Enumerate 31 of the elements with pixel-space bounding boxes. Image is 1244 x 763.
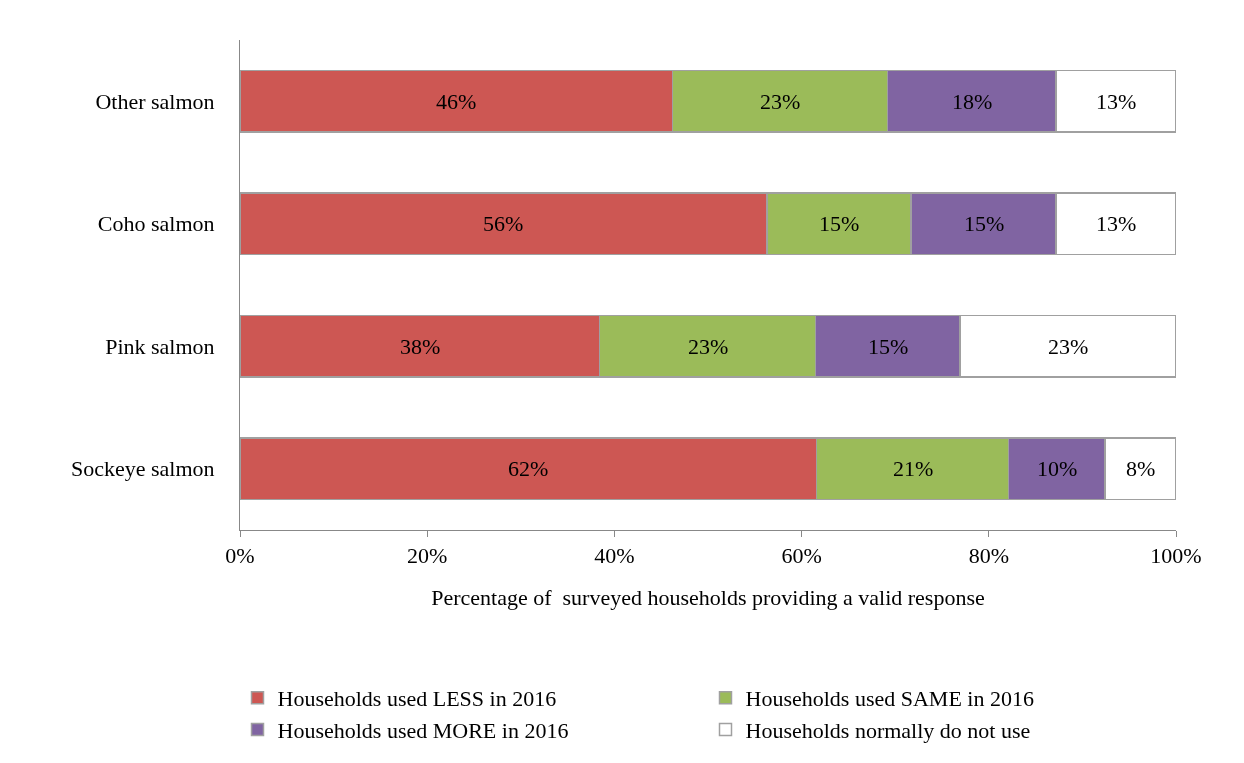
data-label: 62% <box>508 456 549 481</box>
x-tick-label: 100% <box>1150 543 1202 569</box>
y-tick-label: Sockeye salmon <box>71 456 215 482</box>
data-label: 23% <box>1048 334 1089 359</box>
x-axis-title: Percentage of surveyed households providing a valid response <box>431 585 985 611</box>
data-label: 23% <box>760 89 801 114</box>
data-label: 46% <box>436 89 477 114</box>
data-label: 38% <box>400 334 441 359</box>
data-label: 15% <box>868 334 909 359</box>
data-label: 15% <box>819 211 860 236</box>
data-label: 8% <box>1126 456 1156 481</box>
data-label: 21% <box>893 456 934 481</box>
data-label: 13% <box>1096 89 1137 114</box>
legend-label: Households used MORE in 2016 <box>277 717 569 743</box>
legend-label: Households normally do not use <box>745 717 1031 743</box>
data-label: 10% <box>1037 456 1078 481</box>
x-tick-label: 60% <box>781 543 822 569</box>
data-label: 13% <box>1096 211 1137 236</box>
y-tick-label: Other salmon <box>95 88 215 114</box>
legend-label: Households used LESS in 2016 <box>277 686 557 712</box>
x-tick-label: 0% <box>225 543 255 569</box>
y-tick-label: Pink salmon <box>105 333 215 359</box>
data-label: 15% <box>964 211 1005 236</box>
data-label: 18% <box>952 89 993 114</box>
x-tick-label: 80% <box>968 543 1009 569</box>
data-label: 56% <box>483 211 524 236</box>
data-label: 23% <box>688 334 729 359</box>
legend-label: Households used SAME in 2016 <box>745 686 1034 712</box>
y-tick-label: Coho salmon <box>97 211 215 237</box>
x-tick-label: 20% <box>407 543 448 569</box>
x-tick-label: 40% <box>594 543 635 569</box>
